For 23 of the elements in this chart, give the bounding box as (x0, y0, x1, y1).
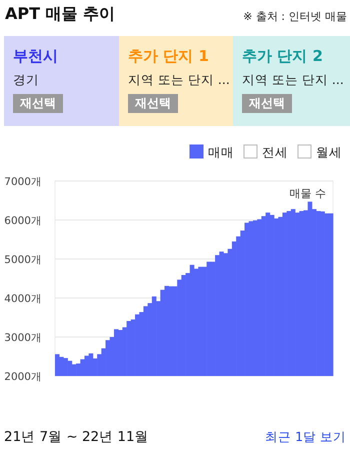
text: 재선택 (242, 94, 292, 113)
text: 21년 7월 ~ 22년 11월 (4, 429, 149, 445)
text: 지역 또는 단지 ... (242, 72, 344, 89)
annotation: 매물 수 (290, 187, 326, 200)
text: 최근 1달 보기 (265, 429, 346, 444)
y-tick-label: 4000개 (4, 293, 42, 305)
text: 부천시 (13, 47, 58, 66)
text: 재선택 (128, 94, 178, 113)
text: 추가 단지 2 (242, 47, 323, 66)
y-tick-label: 6000개 (4, 215, 42, 227)
y-tick-label: 7000개 (4, 176, 42, 188)
text: 재선택 (13, 94, 63, 113)
text: 월세 (316, 144, 342, 160)
text: 추가 단지 1 (128, 47, 209, 66)
y-tick-label: 5000개 (4, 254, 42, 266)
y-tick-label: 3000개 (4, 332, 42, 344)
text: 지역 또는 단지 ... (128, 72, 230, 89)
text: 경기 (13, 72, 39, 89)
legend-label: 매매 (208, 144, 234, 160)
text: ※ 출처 : 인터넷 매물 (243, 9, 347, 24)
text: APT 매물 추이 (5, 4, 116, 25)
y-tick-label: 2000개 (4, 371, 42, 383)
text: 전세 (262, 144, 288, 160)
